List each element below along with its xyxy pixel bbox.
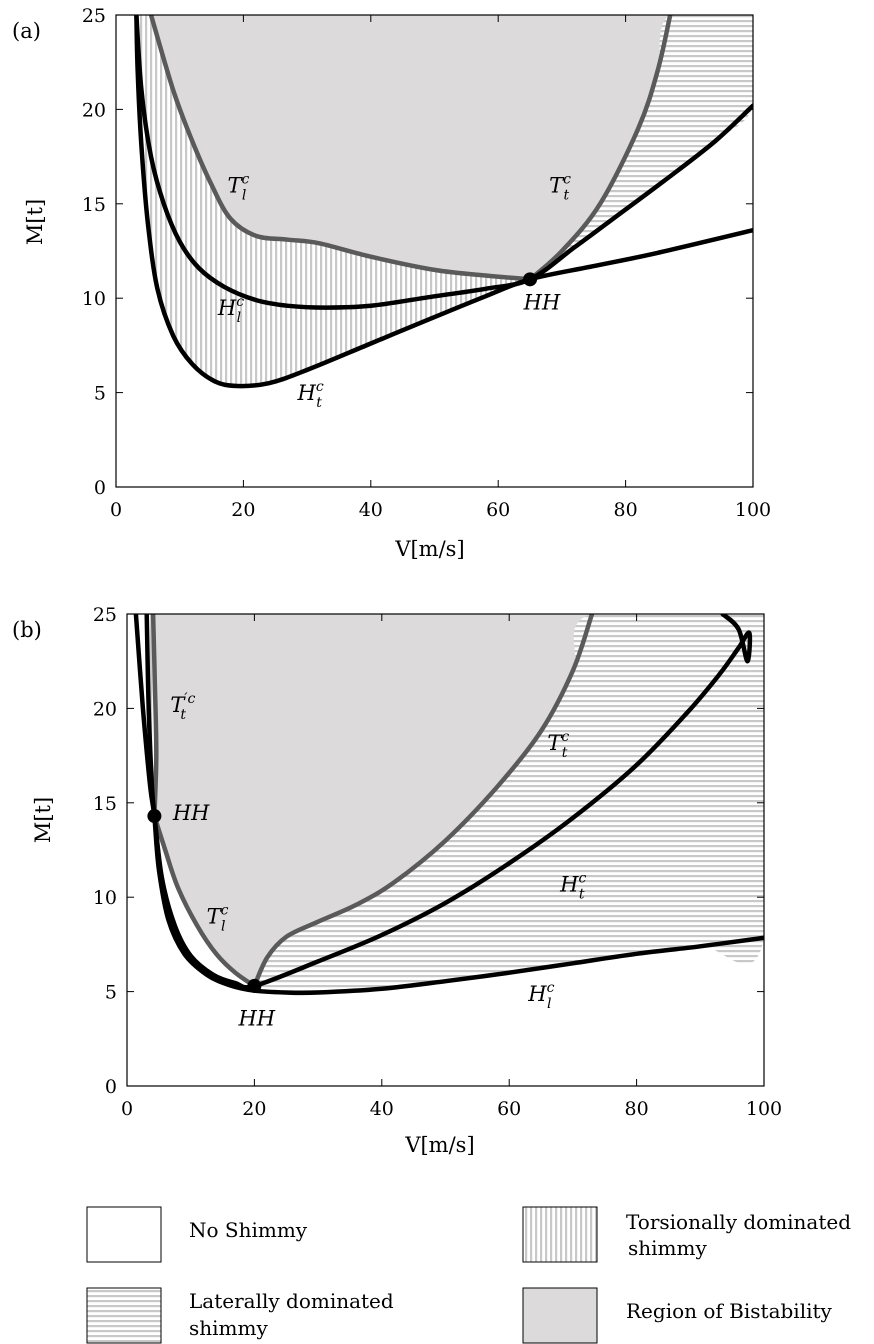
y-tick-label: 10 bbox=[82, 288, 106, 310]
panel-label: (a) bbox=[12, 19, 41, 43]
x-tick-label: 20 bbox=[231, 499, 255, 521]
legend-item-torsional: Torsionally dominated shimmy bbox=[522, 1206, 851, 1263]
y-tick-label: 20 bbox=[82, 99, 106, 121]
legend-swatch bbox=[522, 1287, 598, 1344]
series-line-t-t-c bbox=[252, 614, 595, 989]
legend-label: No Shimmy bbox=[189, 1218, 308, 1242]
x-tick-label: 80 bbox=[614, 499, 638, 521]
y-tick-label: 10 bbox=[93, 887, 117, 909]
legend-label: shimmy bbox=[189, 1316, 268, 1340]
legend-swatch bbox=[86, 1206, 162, 1263]
curve-label: HH bbox=[523, 291, 561, 315]
point-markers bbox=[147, 809, 262, 993]
y-tick-label: 0 bbox=[94, 477, 106, 499]
series-line-t-t-c bbox=[150, 614, 159, 819]
curve-label: Tc t bbox=[549, 171, 571, 203]
curve-label: Tc l bbox=[207, 903, 229, 935]
series-line-h-l-c bbox=[134, 15, 753, 310]
legend-item-no-shimmy: No Shimmy bbox=[86, 1206, 308, 1263]
plot-frame bbox=[115, 14, 754, 488]
legend-swatch bbox=[522, 1206, 598, 1263]
legend-label: Torsionally dominated bbox=[626, 1210, 851, 1234]
hh-point-marker bbox=[147, 809, 162, 824]
x-axis-label: V[m/s] bbox=[394, 537, 464, 561]
legend: No Shimmy Torsionally dominated shimmy L… bbox=[86, 1206, 851, 1344]
legend-item-bistability: Region of Bistability bbox=[522, 1287, 833, 1344]
y-tick-label: 0 bbox=[105, 1076, 117, 1098]
x-tick-label: 60 bbox=[486, 499, 510, 521]
panel-label: (b) bbox=[12, 618, 42, 642]
series-line-t-t-c bbox=[527, 15, 673, 282]
hh-point-marker bbox=[247, 978, 262, 993]
shaded-regions bbox=[146, 614, 764, 993]
x-tick-label: 0 bbox=[110, 499, 122, 521]
point-markers bbox=[523, 272, 538, 287]
y-axis-label: M[t] bbox=[31, 797, 55, 843]
x-tick-label: 20 bbox=[242, 1098, 266, 1120]
y-tick-label: 5 bbox=[94, 383, 106, 405]
x-tick-label: 100 bbox=[746, 1098, 782, 1120]
region-bistability bbox=[151, 15, 706, 281]
curve-label: Tc l bbox=[227, 171, 249, 203]
region-lateral bbox=[526, 15, 753, 282]
legend-label: Laterally dominated bbox=[189, 1289, 394, 1313]
y-tick-label: 15 bbox=[93, 793, 117, 815]
y-tick-label: 5 bbox=[105, 982, 117, 1004]
series-line-t-l-c bbox=[152, 813, 257, 989]
x-tick-label: 80 bbox=[625, 1098, 649, 1120]
y-tick-label: 25 bbox=[93, 604, 117, 626]
plot-frame bbox=[126, 613, 765, 1087]
curves bbox=[134, 15, 753, 389]
region-bistability bbox=[153, 614, 621, 987]
axis-ticks: 0 20 40 60 80 100 0 5 10 15 20 25 bbox=[93, 604, 782, 1120]
legend-swatch bbox=[86, 1287, 162, 1344]
y-tick-label: 25 bbox=[82, 5, 106, 27]
y-tick-label: 20 bbox=[93, 698, 117, 720]
region-lateral bbox=[253, 614, 764, 989]
x-tick-label: 40 bbox=[370, 1098, 394, 1120]
hh-point-marker bbox=[523, 272, 538, 287]
x-tick-label: 60 bbox=[497, 1098, 521, 1120]
x-axis-label: V[m/s] bbox=[404, 1133, 474, 1157]
region-lateral bbox=[249, 614, 764, 993]
legend-item-lateral: Laterally dominated shimmy bbox=[86, 1287, 394, 1344]
curve-label: Hc t bbox=[297, 379, 324, 411]
curve-label: HH bbox=[172, 801, 210, 825]
curve-label: Tc t bbox=[547, 729, 569, 761]
curve-label: HH bbox=[237, 1007, 275, 1031]
series-line-t-l-c bbox=[148, 15, 533, 282]
x-tick-label: 100 bbox=[735, 499, 771, 521]
legend-label: shimmy bbox=[628, 1236, 707, 1260]
x-tick-label: 40 bbox=[359, 499, 383, 521]
axis-ticks: 0 20 40 60 80 100 0 5 10 15 20 25 bbox=[82, 5, 771, 521]
curve-label: Hc l bbox=[527, 980, 554, 1012]
y-axis-label: M[t] bbox=[23, 199, 47, 245]
x-tick-label: 0 bbox=[121, 1098, 133, 1120]
y-tick-label: 15 bbox=[82, 194, 106, 216]
legend-label: Region of Bistability bbox=[626, 1299, 833, 1323]
series-line-h-t-c bbox=[134, 15, 753, 389]
